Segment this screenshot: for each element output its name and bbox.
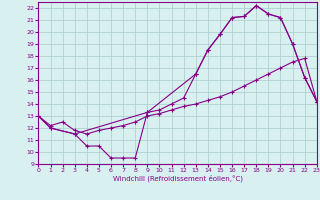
X-axis label: Windchill (Refroidissement éolien,°C): Windchill (Refroidissement éolien,°C)	[113, 175, 243, 182]
